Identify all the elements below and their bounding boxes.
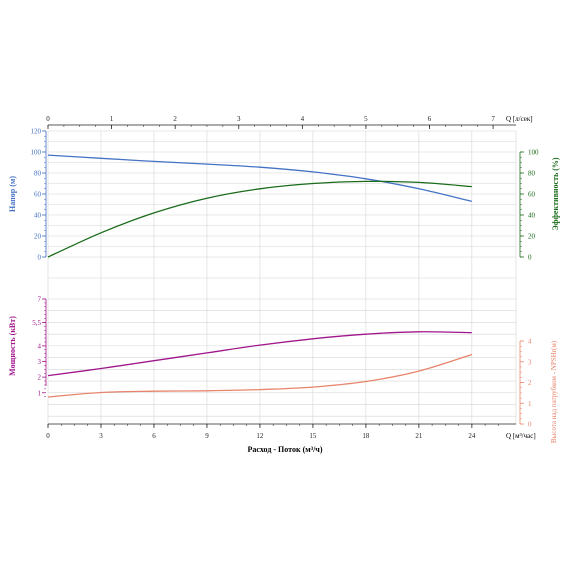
bottom-tick-label: 9: [205, 432, 209, 440]
head-tick-label: 60: [34, 191, 42, 199]
bottom-tick-label: 24: [468, 432, 476, 440]
npsh-tick-label: 4: [528, 338, 532, 346]
bottom-tick-label: 3: [99, 432, 103, 440]
bottom-tick-label: 0: [46, 432, 50, 440]
head-tick-label: 0: [38, 254, 42, 262]
top-tick-label: 7: [491, 115, 495, 123]
npsh-tick-label: 3: [528, 358, 532, 366]
x-axis-title: Расход - Поток (м³/ч): [248, 445, 323, 454]
top-tick-label: 4: [301, 115, 305, 123]
series-layer: [47, 154, 472, 398]
top-tick-label: 3: [237, 115, 241, 123]
power-tick-label: 7: [38, 296, 42, 304]
bottom-tick-label: 18: [362, 432, 370, 440]
efficiency-tick-label: 80: [528, 170, 536, 178]
power-tick-label: 1: [38, 389, 42, 397]
efficiency-curve: [47, 180, 472, 258]
head-tick-label: 120: [31, 128, 42, 136]
npsh-tick-label: 0: [528, 421, 532, 429]
head-tick-label: 40: [34, 212, 42, 220]
top-tick-label: 5: [364, 115, 368, 123]
top-tick-label: 6: [428, 115, 432, 123]
head-curve: [47, 154, 472, 202]
efficiency-axis-title: Эффективность (%): [551, 157, 560, 231]
head-tick-label: 80: [34, 170, 42, 178]
efficiency-tick-label: 60: [528, 191, 536, 199]
bottom-tick-label: 15: [309, 432, 317, 440]
grid-layer: [47, 130, 517, 424]
head-tick-label: 20: [34, 233, 42, 241]
npsh-axis-title: Высота над патрубком - NPSHr(м): [550, 340, 558, 443]
power-tick-label: 3: [38, 358, 42, 366]
labels-layer: Q [л/сек] Q [м³/час] Расход - Поток (м³/…: [8, 115, 560, 454]
axes-layer: 0 1 2 3 4 5 6 70 3 6 9 12 15 18 21 24020406080100120020…: [31, 115, 540, 440]
efficiency-tick-label: 0: [528, 254, 532, 262]
efficiency-tick-label: 20: [528, 233, 536, 241]
power-tick-label: 4: [38, 342, 42, 350]
top-tick-label: 2: [173, 115, 177, 123]
npsh-tick-label: 1: [528, 400, 532, 408]
bottom-axis-unit-label: Q [м³/час]: [506, 432, 536, 440]
power-tick-label: 5,5: [32, 319, 41, 327]
power-axis-title: Мощность (кВт): [8, 316, 17, 376]
power-tick-label: 2: [38, 374, 42, 382]
top-tick-label: 1: [110, 115, 114, 123]
efficiency-tick-label: 40: [528, 212, 536, 220]
efficiency-tick-label: 100: [528, 149, 539, 157]
bottom-tick-label: 6: [152, 432, 156, 440]
head-axis-title: Напор (м): [8, 176, 17, 212]
top-tick-label: 0: [46, 115, 50, 123]
bottom-tick-label: 21: [415, 432, 423, 440]
power-curve: [47, 331, 472, 377]
head-tick-label: 100: [31, 149, 42, 157]
top-axis-unit-label: Q [л/сек]: [506, 115, 533, 123]
npsh-tick-label: 2: [528, 379, 532, 387]
bottom-tick-label: 12: [256, 432, 264, 440]
npsh-curve: [47, 353, 472, 398]
